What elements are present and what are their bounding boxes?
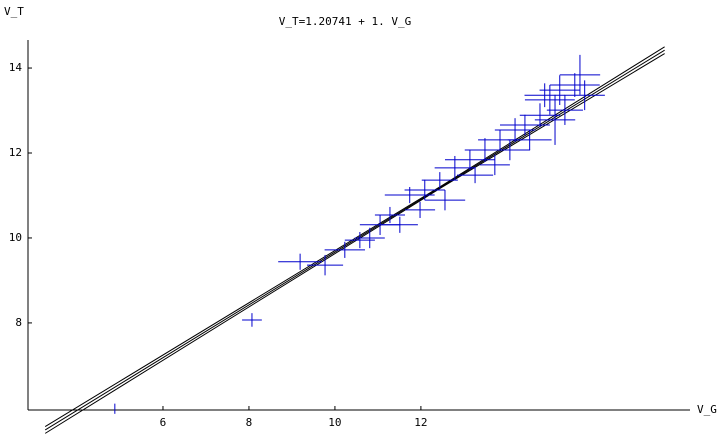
y-tick-label: 14 [9, 61, 23, 74]
y-tick-label: 8 [15, 316, 22, 329]
y-tick-label: 10 [9, 231, 22, 244]
x-tick-label: 10 [328, 416, 341, 429]
y-tick-label: 12 [9, 146, 22, 159]
fit-line [44, 46, 665, 427]
y-axis-label: V_T [4, 5, 24, 18]
x-tick-label: 6 [160, 416, 167, 429]
fit-line [44, 53, 665, 434]
x-tick-label: 8 [246, 416, 253, 429]
x-axis-label: V_G [697, 403, 717, 416]
chart-title: V_T=1.20741 + 1. V_G [279, 15, 411, 28]
x-tick-label: 12 [414, 416, 427, 429]
